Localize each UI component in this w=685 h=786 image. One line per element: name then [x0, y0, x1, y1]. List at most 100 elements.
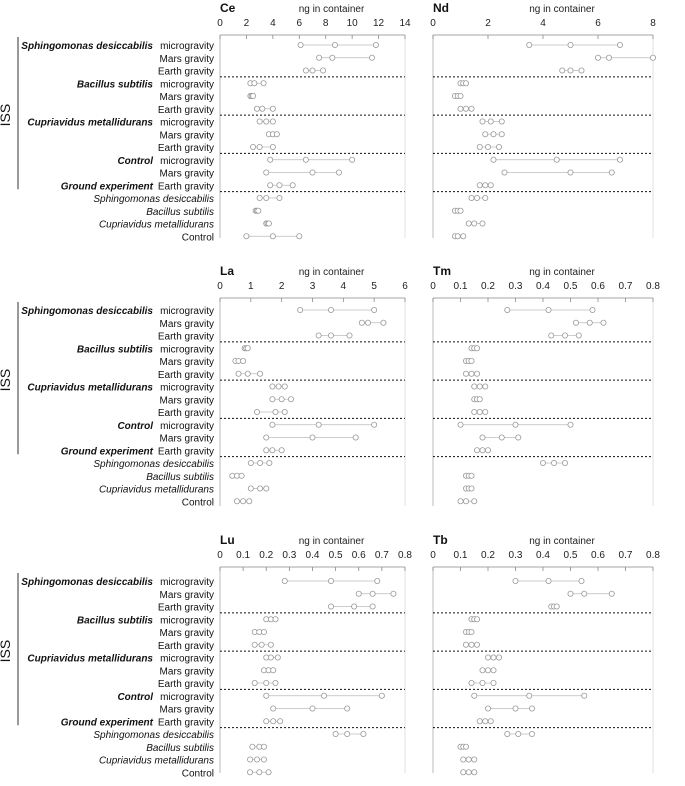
- data-point: [297, 42, 304, 49]
- tick-label: 0.6: [352, 550, 366, 561]
- tick-label: 0.6: [591, 281, 605, 292]
- data-point: [249, 743, 256, 750]
- data-point: [273, 131, 280, 138]
- data-point: [476, 143, 483, 150]
- data-point: [567, 421, 574, 428]
- data-point: [332, 731, 339, 738]
- data-point: [562, 459, 569, 466]
- condition-label: Mars gravity: [160, 130, 214, 141]
- data-point: [349, 156, 356, 163]
- tick-label: 0: [217, 281, 223, 292]
- data-point: [316, 54, 323, 61]
- data-point: [355, 590, 362, 597]
- panel-title: Tm: [433, 264, 451, 278]
- data-point: [487, 118, 494, 125]
- organism-label: Cupriavidus metallidurans: [27, 654, 153, 665]
- condition-label: Earth gravity: [158, 370, 214, 381]
- data-point: [578, 67, 585, 74]
- data-point: [495, 143, 502, 150]
- ground-experiment-label: Ground experiment: [61, 446, 154, 457]
- condition-label: Earth gravity: [158, 641, 214, 652]
- organism-label: Control: [117, 156, 153, 167]
- data-point: [482, 718, 489, 725]
- data-point: [490, 680, 497, 687]
- data-point: [272, 680, 279, 687]
- data-point: [266, 459, 273, 466]
- data-point: [263, 169, 270, 176]
- data-point: [263, 447, 270, 454]
- condition-label: microgravity: [160, 79, 214, 90]
- data-point: [243, 233, 250, 240]
- organism-label: Control: [117, 421, 153, 432]
- data-point: [567, 169, 574, 176]
- organism-label: Sphingomonas desiccabilis: [21, 577, 153, 588]
- data-point: [567, 590, 574, 597]
- data-point: [462, 743, 469, 750]
- data-point: [471, 769, 478, 776]
- data-point: [235, 370, 242, 377]
- tick-label: 0.1: [454, 281, 468, 292]
- panel-title: Tb: [433, 533, 448, 547]
- condition-label: Mars gravity: [160, 319, 214, 330]
- panel-ce: Ce ng in container 0 2 4 6 8 10 12 14: [217, 1, 411, 240]
- data-point: [263, 194, 270, 201]
- tick-label: 0.1: [236, 550, 250, 561]
- data-point: [562, 332, 569, 339]
- tick-label: 8: [323, 18, 329, 29]
- data-point: [244, 370, 251, 377]
- data-point: [247, 769, 254, 776]
- panel-nd: Nd ng in container 0 2 4 6 8: [430, 1, 656, 240]
- data-point: [270, 667, 277, 674]
- tick-label: 0.5: [329, 550, 343, 561]
- data-point: [468, 629, 475, 636]
- condition-label: Mars gravity: [160, 590, 214, 601]
- ground-item-label: Bacillus subtilis: [146, 472, 214, 483]
- data-point: [256, 769, 263, 776]
- data-point: [269, 143, 276, 150]
- data-point: [255, 207, 262, 214]
- data-point: [302, 156, 309, 163]
- data-point: [253, 105, 260, 112]
- data-point: [490, 667, 497, 674]
- tick-label: 0: [430, 281, 436, 292]
- data-point: [302, 67, 309, 74]
- data-point: [471, 408, 478, 415]
- tick-label: 0.3: [509, 281, 523, 292]
- tick-label: 0.8: [398, 550, 412, 561]
- condition-label: Mars gravity: [160, 628, 214, 639]
- data-point: [315, 332, 322, 339]
- data-point: [238, 472, 245, 479]
- tick-label: 0.8: [646, 281, 660, 292]
- panel-title: La: [220, 264, 234, 278]
- x-axis-label: ng in container: [529, 4, 595, 15]
- data-point: [484, 667, 491, 674]
- data-point: [269, 396, 276, 403]
- data-point: [581, 692, 588, 699]
- tick-label: 4: [270, 18, 276, 29]
- tick-label: 10: [347, 18, 359, 29]
- data-point: [471, 692, 478, 699]
- data-point: [608, 169, 615, 176]
- condition-label: Mars gravity: [160, 54, 214, 65]
- data-point: [277, 718, 284, 725]
- data-point: [253, 756, 260, 763]
- data-point: [270, 718, 277, 725]
- tick-label: 0.2: [481, 550, 495, 561]
- data-point: [457, 421, 464, 428]
- data-point: [331, 42, 338, 49]
- data-point: [617, 156, 624, 163]
- data-point: [540, 459, 547, 466]
- data-point: [617, 42, 624, 49]
- data-point: [272, 408, 279, 415]
- data-point: [309, 169, 316, 176]
- condition-label: Mars gravity: [160, 705, 214, 716]
- data-point: [468, 641, 475, 648]
- data-point: [460, 769, 467, 776]
- tick-label: 0.2: [481, 281, 495, 292]
- data-point: [575, 332, 582, 339]
- data-point: [260, 743, 267, 750]
- condition-label: Earth gravity: [158, 67, 214, 78]
- x-axis-label: ng in container: [529, 536, 595, 547]
- data-point: [260, 80, 267, 87]
- tick-label: 2: [244, 18, 250, 29]
